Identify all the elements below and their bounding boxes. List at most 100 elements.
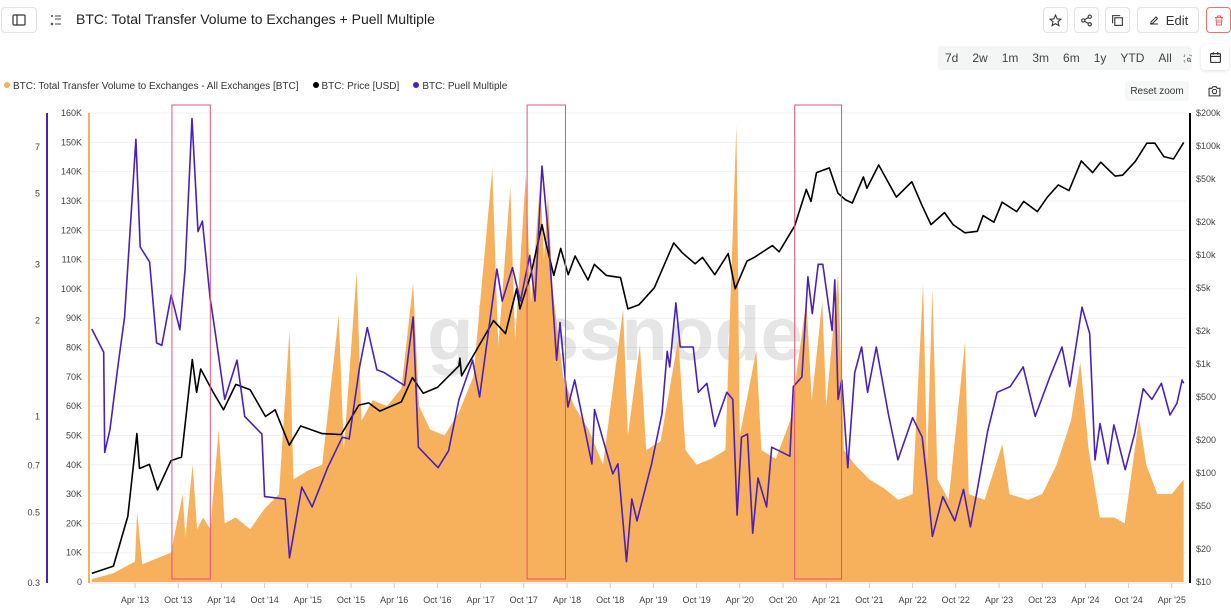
- x-tick-label: Apr '16: [380, 595, 408, 605]
- formula-list-icon[interactable]: [50, 14, 62, 26]
- legend-dot: [312, 82, 319, 88]
- share-button[interactable]: [1074, 7, 1099, 33]
- volume-tick-label: 90K: [66, 313, 82, 323]
- x-tick-label: Apr '20: [726, 595, 754, 605]
- volume-area: [91, 124, 1184, 582]
- volume-tick-label: 10K: [66, 548, 82, 558]
- volume-tick-label: 50K: [66, 430, 82, 440]
- x-tick-label: Apr '17: [466, 595, 494, 605]
- x-tick-label: Oct '20: [769, 595, 797, 605]
- x-tick-label: Apr '24: [1071, 595, 1099, 605]
- range-all[interactable]: All: [1158, 51, 1172, 65]
- range-2w[interactable]: 2w: [972, 51, 988, 65]
- edit-button[interactable]: Edit: [1137, 7, 1199, 33]
- price-line: [91, 141, 1185, 575]
- x-tick-label: Oct '13: [164, 595, 192, 605]
- price-tick-label: $50k: [1196, 174, 1216, 184]
- x-tick-label: Oct '24: [1114, 595, 1142, 605]
- legend-label: BTC: Puell Multiple: [422, 81, 508, 92]
- range-7d[interactable]: 7d: [945, 51, 959, 65]
- legend-item-price[interactable]: BTC: Price [USD]: [312, 81, 400, 92]
- range-1m[interactable]: 1m: [1001, 51, 1019, 65]
- puell-tick-label: 5: [35, 189, 40, 199]
- price-tick-label: $10: [1196, 577, 1211, 587]
- price-tick-label: $20k: [1196, 217, 1216, 227]
- price-tick-label: $1k: [1196, 359, 1211, 369]
- legend-dot: [413, 82, 420, 88]
- legend-label: BTC: Total Transfer Volume to Exchanges …: [13, 81, 299, 92]
- volume-tick-label: 160K: [61, 108, 82, 118]
- puell-tick-label: 0.7: [27, 461, 40, 471]
- volume-tick-label: 80K: [66, 343, 82, 353]
- volume-tick-label: 70K: [66, 372, 82, 382]
- x-tick-label: Oct '21: [855, 595, 883, 605]
- x-tick-label: Apr '23: [985, 595, 1013, 605]
- x-tick-label: Apr '14: [207, 595, 235, 605]
- legend-label: BTC: Price [USD]: [321, 81, 400, 92]
- x-tick-label: Oct '18: [596, 595, 624, 605]
- puell-tick-label: 7: [35, 142, 40, 152]
- volume-tick-label: 120K: [61, 225, 82, 235]
- zoom-select-icon[interactable]: [1183, 52, 1192, 65]
- puell-line: [91, 117, 1185, 563]
- chart-legend: BTC: Total Transfer Volume to Exchanges …: [4, 81, 507, 92]
- legend-item-volume[interactable]: BTC: Total Transfer Volume to Exchanges …: [4, 81, 299, 92]
- range-ytd[interactable]: YTD: [1120, 51, 1145, 65]
- copy-icon: [1112, 14, 1123, 26]
- x-tick-label: Oct '16: [423, 595, 451, 605]
- edit-label: Edit: [1165, 12, 1189, 28]
- x-tick-label: Apr '19: [639, 595, 667, 605]
- duplicate-button[interactable]: [1105, 7, 1130, 33]
- trash-icon: [1214, 15, 1223, 25]
- sidebar-icon: [12, 14, 26, 26]
- x-tick-label: Apr '22: [898, 595, 926, 605]
- delete-button[interactable]: [1206, 7, 1231, 33]
- volume-tick-label: 0: [77, 577, 82, 587]
- price-tick-label: $500: [1196, 392, 1216, 402]
- volume-tick-label: 150K: [61, 137, 82, 147]
- puell-tick-label: 0.5: [27, 507, 40, 517]
- x-tick-label: Apr '21: [812, 595, 840, 605]
- puell-tick-label: 1: [35, 411, 40, 421]
- x-tick-label: Apr '25: [1158, 595, 1186, 605]
- price-tick-label: $20: [1196, 544, 1211, 554]
- x-tick-label: Oct '15: [337, 595, 365, 605]
- price-tick-label: $10k: [1196, 250, 1216, 260]
- date-picker-button[interactable]: [1201, 44, 1229, 70]
- x-tick-label: Oct '17: [510, 595, 538, 605]
- price-tick-label: $200: [1196, 435, 1216, 445]
- price-tick-label: $100k: [1196, 141, 1221, 151]
- favorite-button[interactable]: [1043, 7, 1068, 33]
- volume-tick-label: 20K: [66, 518, 82, 528]
- volume-tick-label: 40K: [66, 460, 82, 470]
- volume-tick-label: 140K: [61, 167, 82, 177]
- price-tick-label: $100: [1196, 468, 1216, 478]
- range-selector: 7d 2w 1m 3m 6m 1y YTD All: [938, 46, 1192, 70]
- calendar-icon: [1209, 51, 1221, 63]
- volume-tick-label: 110K: [62, 255, 82, 265]
- price-tick-label: $50: [1196, 501, 1211, 511]
- x-tick-label: Oct '22: [942, 595, 970, 605]
- highlight-box: [794, 104, 843, 580]
- range-6m[interactable]: 6m: [1063, 51, 1080, 65]
- volume-tick-label: 130K: [61, 196, 82, 206]
- volume-tick-label: 100K: [61, 284, 82, 294]
- reset-zoom-button[interactable]: Reset zoom: [1125, 81, 1189, 101]
- x-tick-label: Apr '15: [294, 595, 322, 605]
- price-tick-label: $5k: [1196, 283, 1211, 293]
- pencil-icon: [1149, 16, 1159, 25]
- puell-tick-label: 2: [35, 315, 40, 325]
- range-1y[interactable]: 1y: [1093, 51, 1107, 65]
- camera-icon[interactable]: [1208, 85, 1221, 97]
- legend-item-puell[interactable]: BTC: Puell Multiple: [413, 81, 507, 92]
- range-3m[interactable]: 3m: [1032, 51, 1050, 65]
- x-tick-label: Apr '13: [121, 595, 149, 605]
- puell-tick-label: 0.3: [27, 578, 40, 588]
- volume-tick-label: 30K: [66, 489, 82, 499]
- x-tick-label: Oct '23: [1028, 595, 1056, 605]
- legend-dot: [4, 82, 10, 88]
- x-tick-label: Oct '19: [682, 595, 710, 605]
- toggle-sidebar-button[interactable]: [1, 7, 37, 33]
- share-icon: [1081, 14, 1092, 26]
